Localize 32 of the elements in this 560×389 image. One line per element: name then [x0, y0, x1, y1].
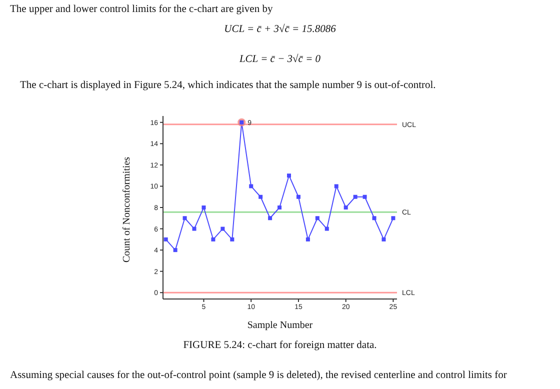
point — [164, 237, 168, 242]
point — [220, 226, 225, 231]
point — [306, 237, 310, 242]
x-axis-title: Sample Number — [247, 320, 314, 331]
point — [315, 216, 320, 220]
text: Assuming special causes for the out-of-control point (sample 9 is deleted), the revised centerline and control limits for — [10, 370, 508, 381]
point — [278, 206, 282, 210]
caption: FIGURE 5.24: c-chart for foreign matter data. — [182, 340, 378, 351]
point — [344, 206, 348, 210]
point — [258, 194, 263, 199]
point — [211, 237, 216, 242]
point — [296, 194, 300, 199]
point — [192, 226, 196, 231]
point — [249, 184, 254, 188]
point — [362, 194, 367, 199]
point — [324, 226, 329, 231]
point — [268, 216, 272, 220]
text: LCL = c̄ − 3√c̄ = 0 — [238, 54, 322, 65]
point — [334, 184, 338, 188]
text: UCL = c̄ + 3√c̄ = 15.8086 — [223, 24, 337, 35]
point — [382, 237, 386, 242]
y-axis-title: Count of Nonconformities — [122, 156, 133, 262]
text: The upper and lower control limits for the c-chart are given by — [10, 4, 274, 15]
point — [391, 216, 396, 220]
point — [230, 237, 234, 242]
point — [202, 206, 206, 210]
point — [287, 174, 291, 178]
point — [353, 194, 358, 199]
text: The c-chart is displayed in Figure 5.24, which indicates that the sample number 9 is out-of-control. — [20, 80, 437, 91]
point — [372, 216, 376, 220]
point — [182, 216, 187, 220]
point — [173, 248, 178, 252]
